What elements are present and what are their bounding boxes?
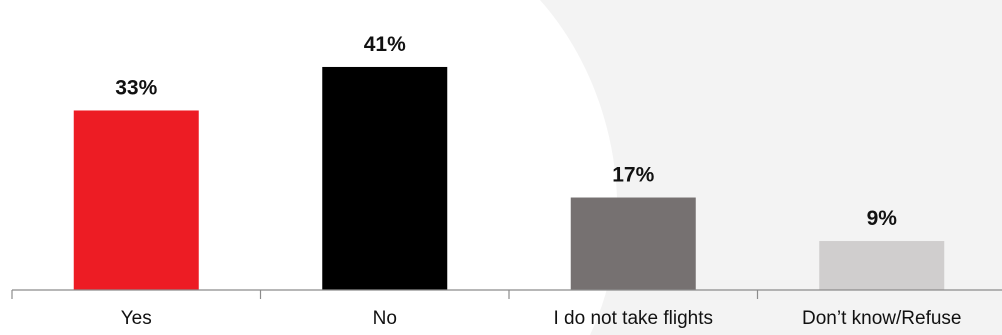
bar-yes xyxy=(73,110,199,290)
category-label-i-do-not-take-flights: I do not take flights xyxy=(554,308,714,329)
value-label-yes: 33% xyxy=(115,76,157,99)
x-axis-ticks xyxy=(11,290,759,299)
bar-no xyxy=(322,66,448,291)
value-label-no: 41% xyxy=(364,33,406,56)
value-label-i-do-not-take-flights: 17% xyxy=(612,164,654,187)
bar-don-t-know-refuse xyxy=(819,241,945,290)
category-label-yes: Yes xyxy=(121,308,152,329)
value-label-don-t-know-refuse: 9% xyxy=(867,207,898,230)
bar-i-do-not-take-flights xyxy=(570,197,696,290)
bars xyxy=(73,66,945,291)
category-label-no: No xyxy=(373,308,397,329)
category-labels: Yes No I do not take flights Don’t know/Ref… xyxy=(121,308,962,329)
value-labels: 33% 41% 17% 9% xyxy=(115,33,897,230)
category-label-don-t-know-refuse: Don’t know/Refuse xyxy=(802,308,961,329)
